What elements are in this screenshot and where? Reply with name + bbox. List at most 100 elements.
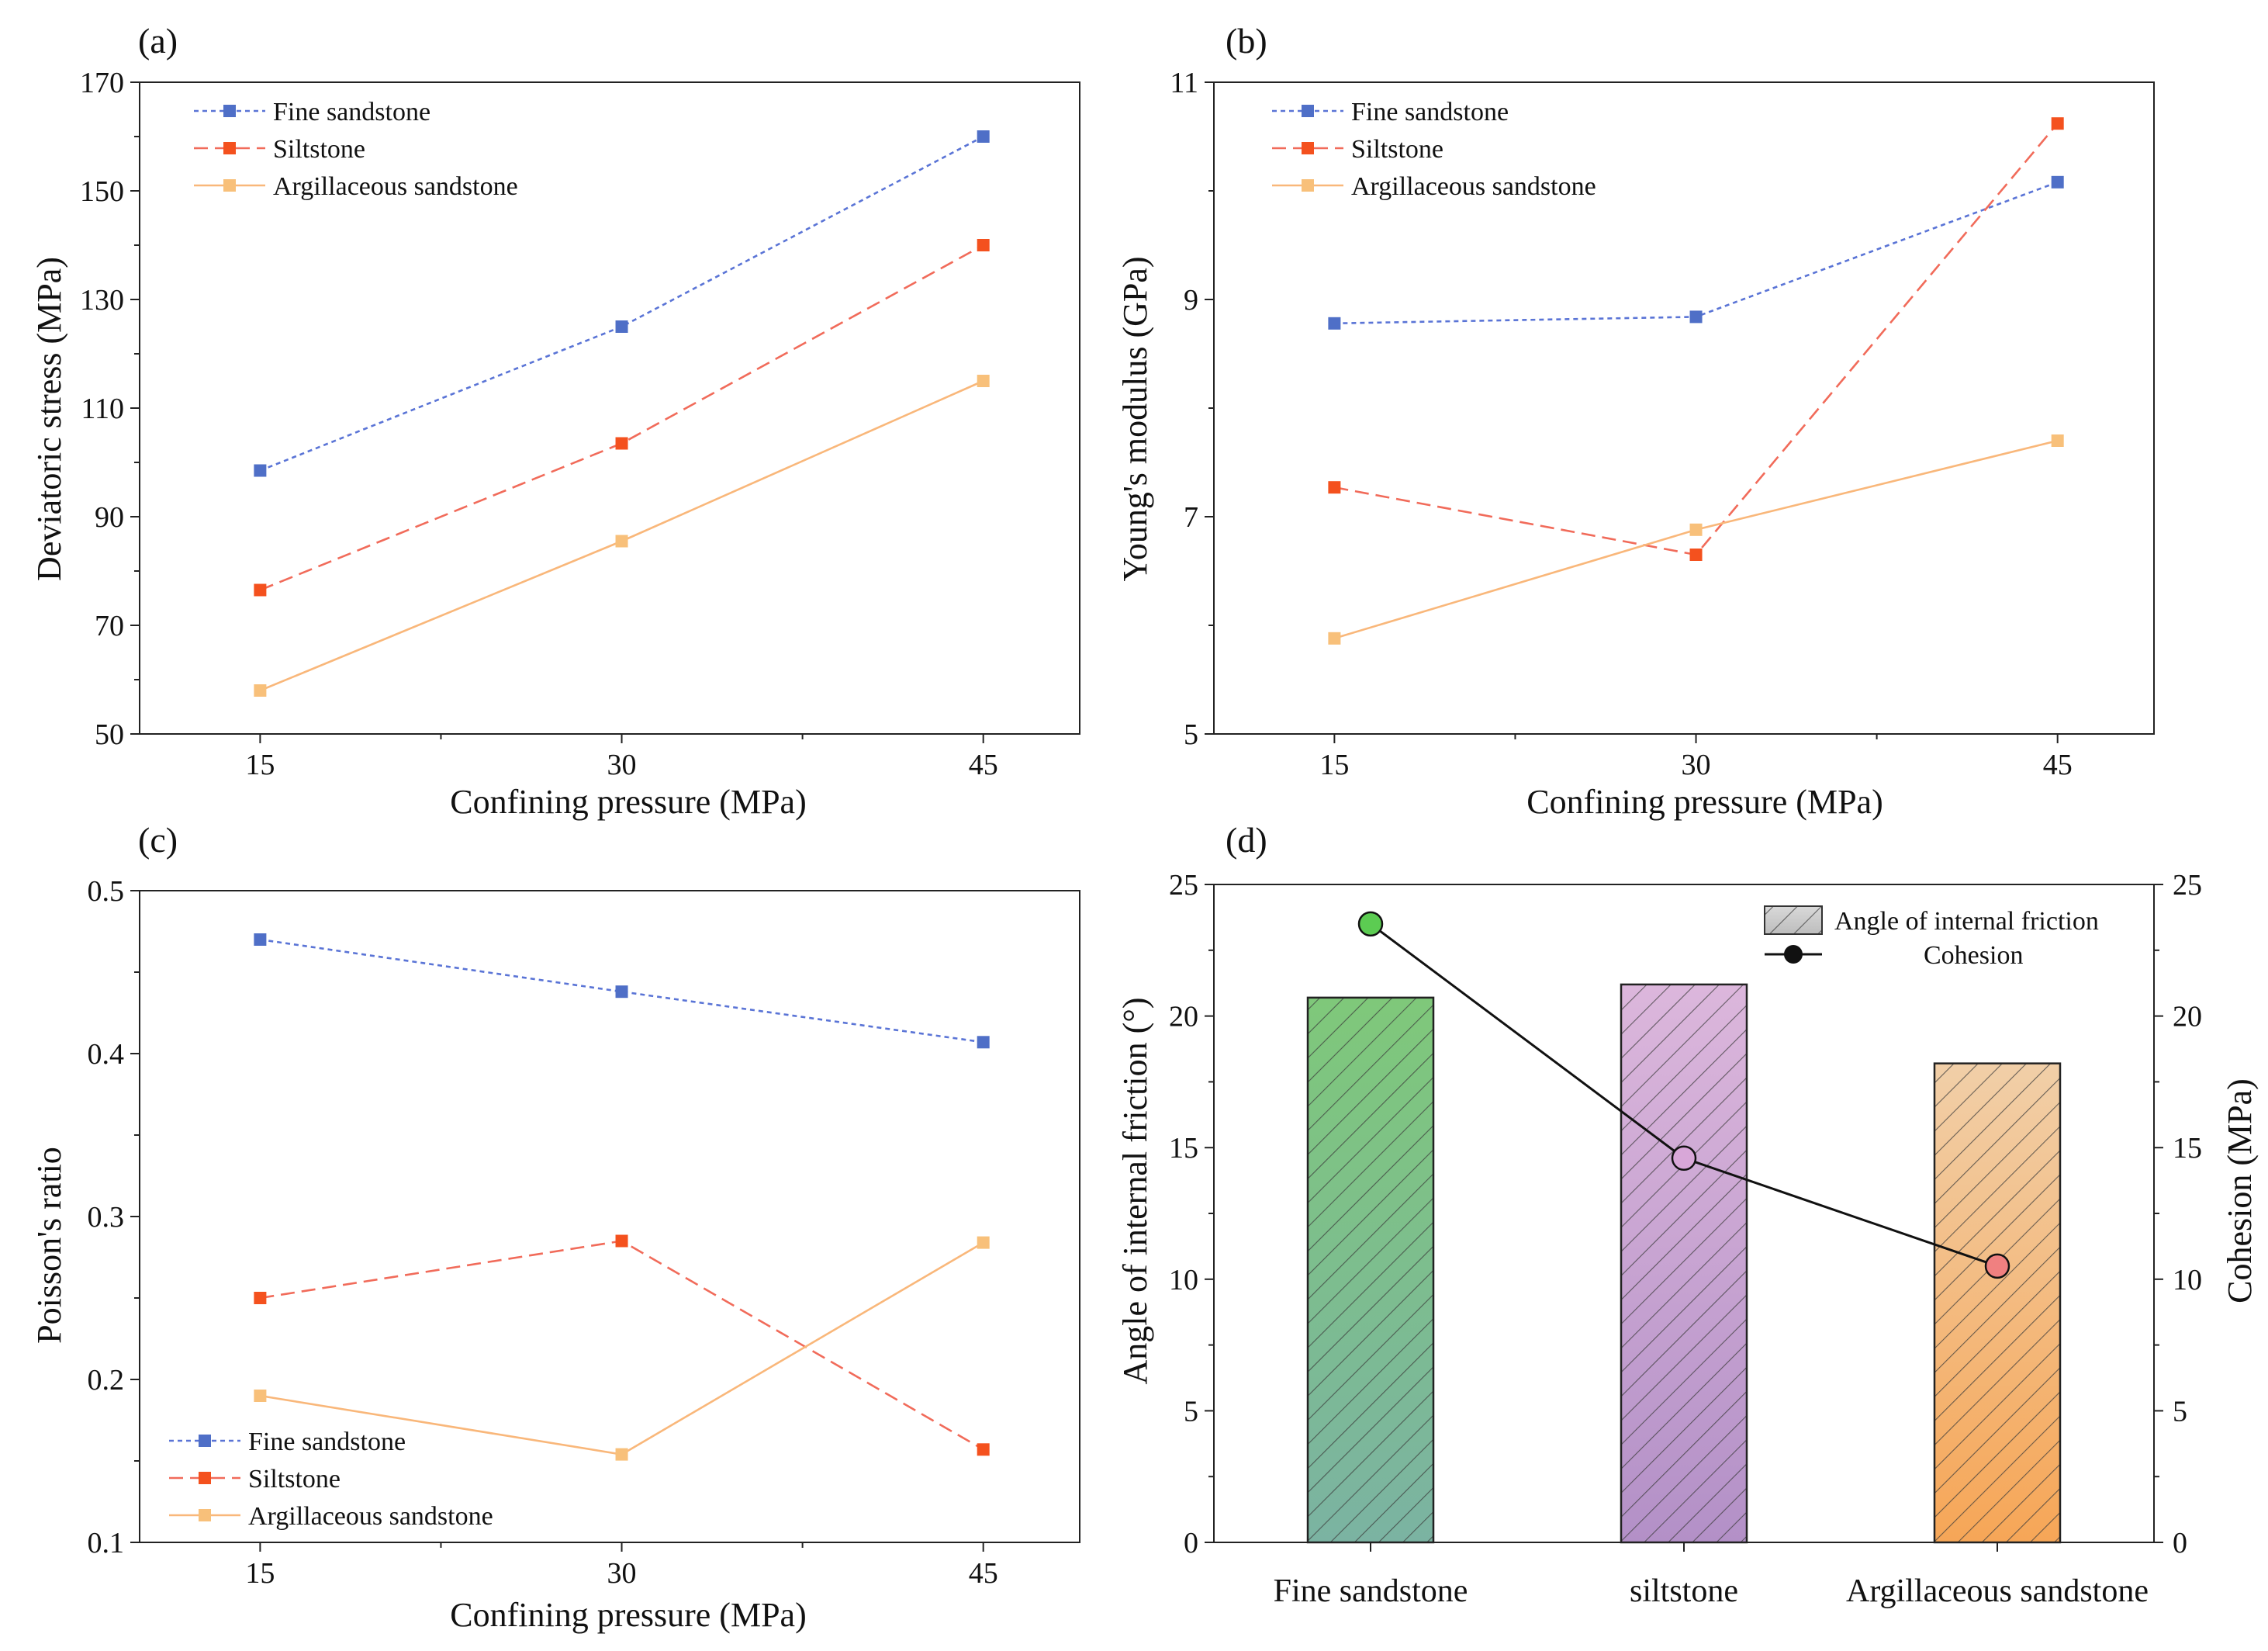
x-tick-label: 15 xyxy=(245,1557,275,1590)
panel-c-ylabel: Poisson's ratio xyxy=(30,1147,68,1344)
y-tick-label: 7 xyxy=(1184,501,1198,534)
data-point-silt xyxy=(1689,549,1703,561)
y-tick-label: 10 xyxy=(1169,1264,1198,1296)
panel-b-xlabel: Confining pressure (MPa) xyxy=(1526,783,1883,821)
y-tick-label: 9 xyxy=(1184,284,1198,317)
data-point-fine xyxy=(2051,175,2064,189)
legend-label-argil: Argillaceous sandstone xyxy=(1351,172,1596,201)
legend-marker-fine xyxy=(1302,105,1314,117)
legend-marker-silt xyxy=(223,142,236,154)
legend-marker-argil xyxy=(199,1509,211,1521)
series-line-fine xyxy=(260,938,984,1044)
y2-tick-label: 5 xyxy=(2173,1395,2187,1428)
data-point-fine xyxy=(254,464,267,477)
panel-b-label: (b) xyxy=(1226,21,1267,61)
y-tick-label: 0.4 xyxy=(88,1038,125,1071)
x-tick-label: 15 xyxy=(245,749,275,781)
bar-outline-2 xyxy=(1933,1062,2062,1544)
data-point-silt xyxy=(615,1234,628,1248)
panel-c-label: (c) xyxy=(138,820,178,860)
y-tick-label: 0.1 xyxy=(88,1527,125,1559)
legend-label-argil: Argillaceous sandstone xyxy=(273,172,518,201)
panel-d-plot: 0 5 10 15 20 25 0 5 10 15 20 25 Fine sandstone siltst… xyxy=(1169,869,2202,1609)
x-tick-label: 30 xyxy=(607,749,637,781)
category-label-2: Argillaceous sandstone xyxy=(1846,1573,2149,1609)
cohesion-point-0 xyxy=(1357,911,1384,937)
y2-tick-label: 25 xyxy=(2173,869,2202,902)
data-point-argil xyxy=(254,684,267,697)
cohesion-point-1 xyxy=(1671,1145,1697,1172)
data-point-fine xyxy=(977,1036,990,1049)
y-tick-label: 5 xyxy=(1184,718,1198,751)
panel-a-ylabel: Deviatoric stress (MPa) xyxy=(30,257,68,581)
data-point-fine xyxy=(254,933,267,946)
y-tick-label: 0.5 xyxy=(88,875,125,908)
data-point-silt xyxy=(1328,481,1341,494)
panel-d: (d) Angle of internal friction (°) Cohes… xyxy=(1116,820,2259,1609)
legend-label-silt: Siltstone xyxy=(248,1465,341,1494)
data-point-silt xyxy=(977,1443,990,1456)
panel-c: (c) Poisson's ratio Confining pressure (… xyxy=(30,820,1080,1634)
category-label-0: Fine sandstone xyxy=(1274,1573,1468,1609)
data-point-fine xyxy=(615,320,628,333)
x-tick-label: 45 xyxy=(969,749,998,781)
legend-label-cohesion: Cohesion xyxy=(1924,941,2023,970)
legend-marker-fine xyxy=(199,1435,211,1447)
y-tick-label: 15 xyxy=(1169,1132,1198,1165)
legend-label-fine: Fine sandstone xyxy=(1351,98,1509,126)
y-tick-label: 25 xyxy=(1169,869,1198,902)
y2-tick-label: 0 xyxy=(2173,1527,2187,1559)
panel-d-y2label: Cohesion (MPa) xyxy=(2221,1078,2259,1303)
y-tick-label: 70 xyxy=(95,610,124,642)
data-point-fine xyxy=(1689,310,1703,324)
y-tick-label: 50 xyxy=(95,718,124,751)
legend-marker-fine xyxy=(223,105,236,117)
series-line-fine xyxy=(259,135,984,472)
data-point-silt xyxy=(254,583,267,597)
data-point-silt xyxy=(977,239,990,251)
data-point-argil xyxy=(1328,632,1341,645)
legend-label-fine: Fine sandstone xyxy=(248,1428,406,1456)
legend-marker-cohesion xyxy=(1784,945,1803,964)
x-tick-label: 45 xyxy=(969,1557,998,1590)
x-tick-label: 30 xyxy=(1682,749,1711,781)
y-tick-label: 5 xyxy=(1184,1395,1198,1428)
data-point-argil xyxy=(1689,523,1703,536)
y-tick-label: 20 xyxy=(1169,1001,1198,1033)
x-tick-label: 30 xyxy=(607,1557,637,1590)
data-point-silt xyxy=(254,1292,267,1304)
cohesion-point-2 xyxy=(1984,1253,2010,1279)
y2-tick-label: 20 xyxy=(2173,1001,2202,1033)
data-point-fine xyxy=(977,130,990,143)
bar-outline-0 xyxy=(1306,996,1435,1544)
legend-label-fine: Fine sandstone xyxy=(273,98,430,126)
panel-c-plot: 0.1 0.2 0.3 0.4 0.5 15 30 45 Fine sandstone Silts… xyxy=(88,875,1080,1590)
y-tick-label: 150 xyxy=(80,175,124,208)
y-tick-label: 110 xyxy=(81,393,124,425)
panel-d-label: (d) xyxy=(1226,820,1267,860)
legend-label-argil: Argillaceous sandstone xyxy=(248,1502,493,1531)
series-line-argil xyxy=(1334,439,2059,640)
data-point-fine xyxy=(615,985,628,999)
panel-a-label: (a) xyxy=(138,21,178,61)
category-label-1: siltstone xyxy=(1630,1573,1738,1609)
x-tick-label: 15 xyxy=(1319,749,1349,781)
data-point-silt xyxy=(615,437,628,450)
legend-bar-swatch-outline xyxy=(1764,905,1823,935)
data-point-fine xyxy=(1328,317,1341,330)
y-tick-label: 170 xyxy=(80,67,124,99)
y-tick-label: 11 xyxy=(1170,67,1198,99)
legend-marker-silt xyxy=(199,1472,211,1484)
panel-a-xlabel: Confining pressure (MPa) xyxy=(450,783,807,821)
panel-b-plot: 5 7 9 11 15 30 45 Fine sandstone Siltstone Argill… xyxy=(1170,67,2155,781)
bar-outline-1 xyxy=(1620,983,1748,1544)
panel-a: (a) Deviatoric stress (MPa) Confining pr… xyxy=(30,21,1080,821)
legend-marker-argil xyxy=(223,179,236,192)
legend-label-silt: Siltstone xyxy=(273,135,365,164)
series-line-argil xyxy=(260,1241,984,1455)
y2-tick-label: 10 xyxy=(2173,1264,2202,1296)
y-tick-label: 0 xyxy=(1184,1527,1198,1559)
legend-label-friction: Angle of internal friction xyxy=(1834,907,2099,936)
series-line-silt xyxy=(260,1240,984,1451)
